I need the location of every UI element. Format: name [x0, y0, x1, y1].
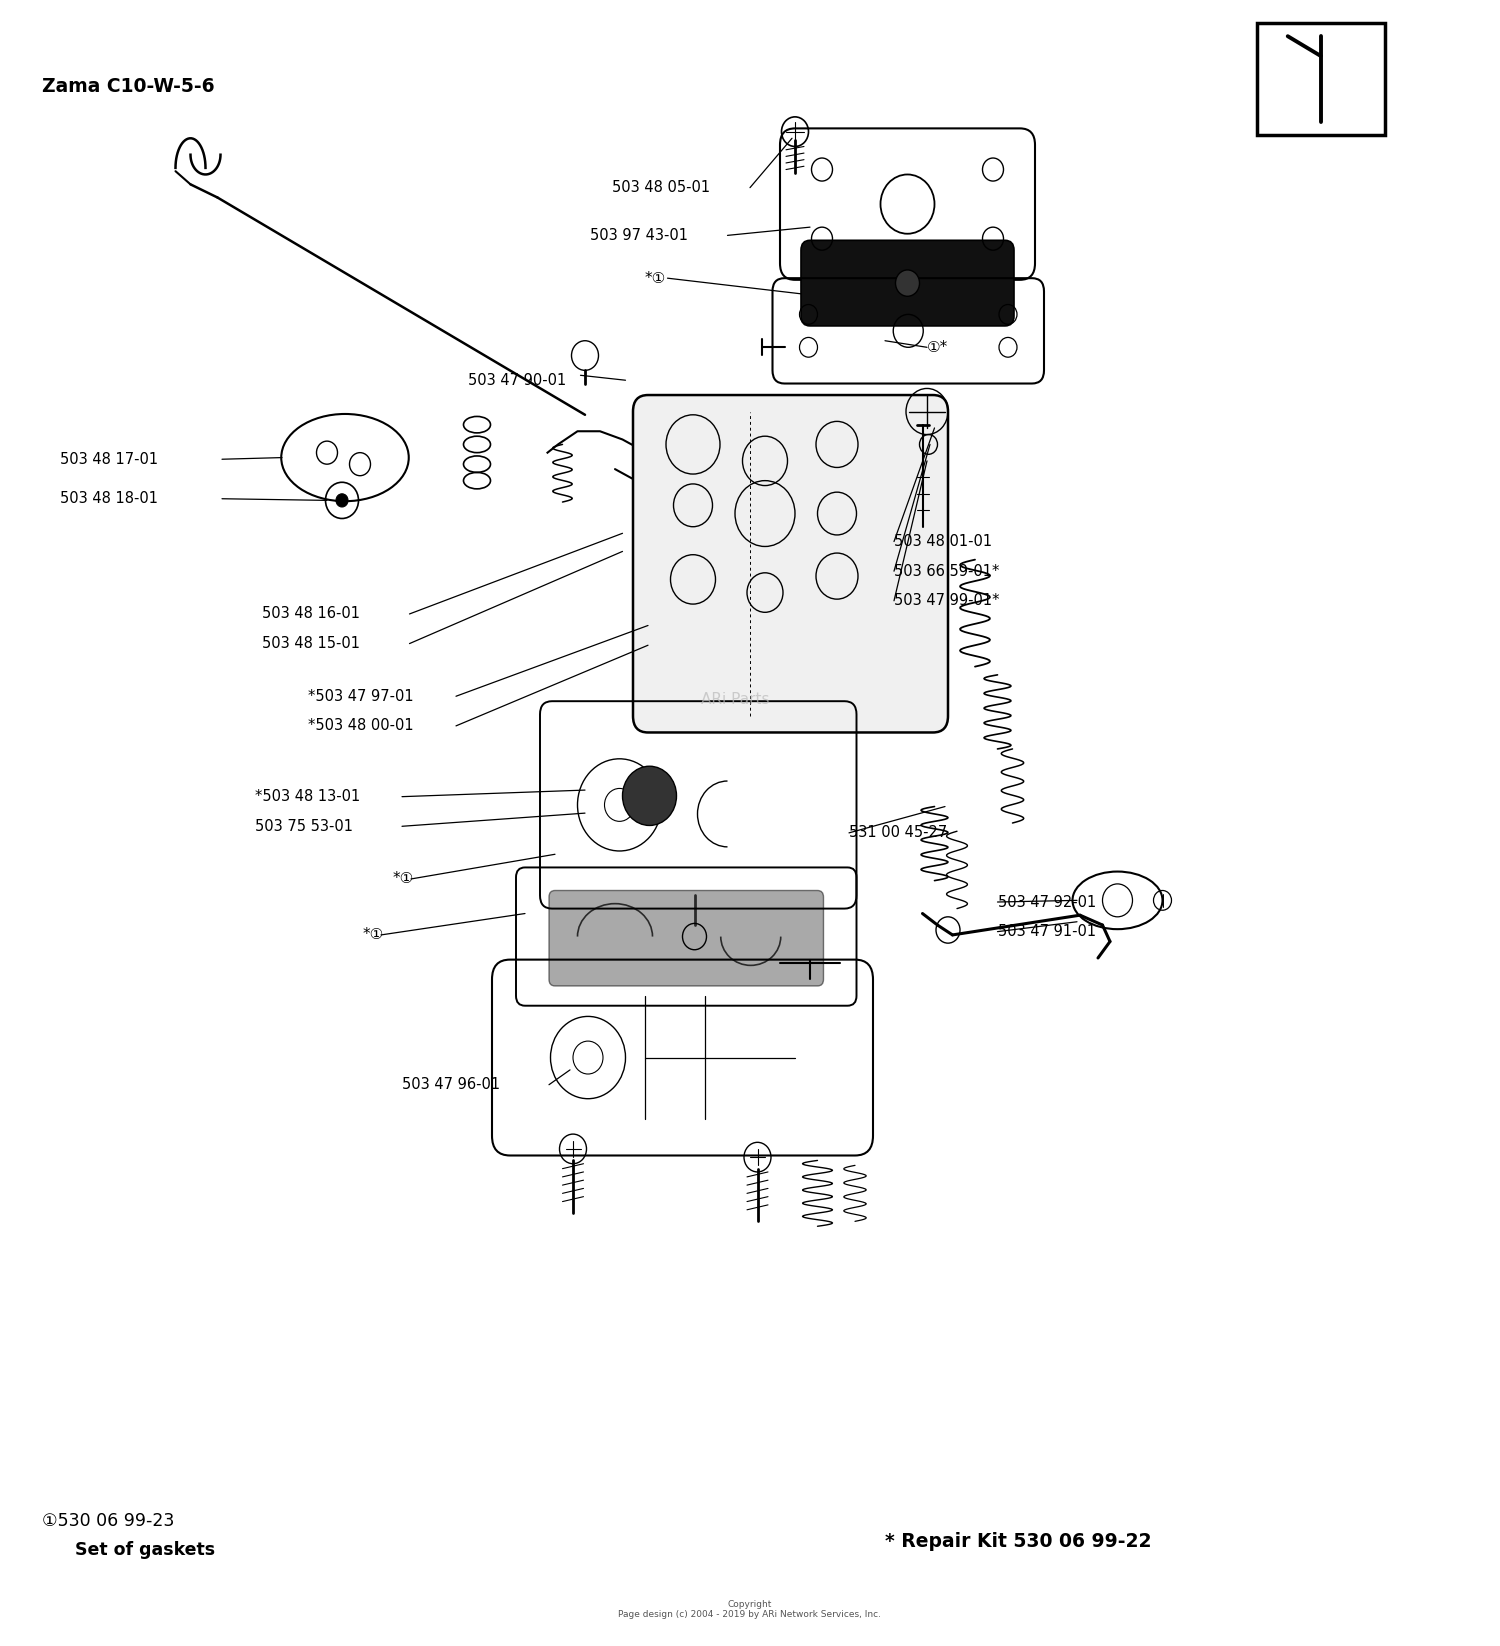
Text: 503 48 18-01: 503 48 18-01: [60, 491, 158, 507]
Text: * Repair Kit 530 06 99-22: * Repair Kit 530 06 99-22: [885, 1532, 1152, 1551]
Text: *503 48 13-01: *503 48 13-01: [255, 788, 360, 805]
Text: Copyright
Page design (c) 2004 - 2019 by ARi Network Services, Inc.: Copyright Page design (c) 2004 - 2019 by…: [618, 1600, 882, 1620]
Text: 503 48 05-01: 503 48 05-01: [612, 179, 710, 196]
Text: *①: *①: [363, 927, 384, 943]
Text: 503 47 99-01*: 503 47 99-01*: [894, 593, 999, 609]
FancyBboxPatch shape: [549, 890, 824, 986]
Text: 503 47 96-01: 503 47 96-01: [402, 1076, 500, 1093]
Text: 503 48 16-01: 503 48 16-01: [262, 606, 360, 622]
Text: 503 66 59-01*: 503 66 59-01*: [894, 563, 999, 579]
Circle shape: [896, 270, 920, 296]
Text: Set of gaskets: Set of gaskets: [75, 1541, 214, 1559]
Text: *①: *①: [393, 871, 414, 887]
Circle shape: [622, 765, 676, 826]
Text: ARi Parts: ARi Parts: [700, 691, 770, 708]
Text: *503 47 97-01: *503 47 97-01: [308, 688, 413, 704]
Bar: [1257, 23, 1384, 135]
Text: 503 97 43-01: 503 97 43-01: [590, 227, 687, 244]
Text: *503 48 00-01: *503 48 00-01: [308, 718, 413, 734]
Text: 503 47 90-01: 503 47 90-01: [468, 372, 567, 388]
Text: Zama C10-W-5-6: Zama C10-W-5-6: [42, 77, 214, 95]
Text: 503 47 91-01: 503 47 91-01: [998, 923, 1095, 940]
Text: *①: *①: [645, 270, 666, 286]
Text: 503 47 92-01: 503 47 92-01: [998, 894, 1095, 910]
Text: 503 48 01-01: 503 48 01-01: [894, 533, 992, 550]
Text: 503 48 17-01: 503 48 17-01: [60, 451, 158, 467]
Text: ①530 06 99-23: ①530 06 99-23: [42, 1511, 174, 1529]
FancyBboxPatch shape: [633, 395, 948, 732]
Text: 531 00 45-27: 531 00 45-27: [849, 825, 948, 841]
Text: 503 48 15-01: 503 48 15-01: [262, 635, 360, 652]
Circle shape: [336, 494, 348, 507]
Text: ①*: ①*: [927, 339, 948, 356]
Text: 503 75 53-01: 503 75 53-01: [255, 818, 352, 835]
FancyBboxPatch shape: [801, 240, 1014, 326]
